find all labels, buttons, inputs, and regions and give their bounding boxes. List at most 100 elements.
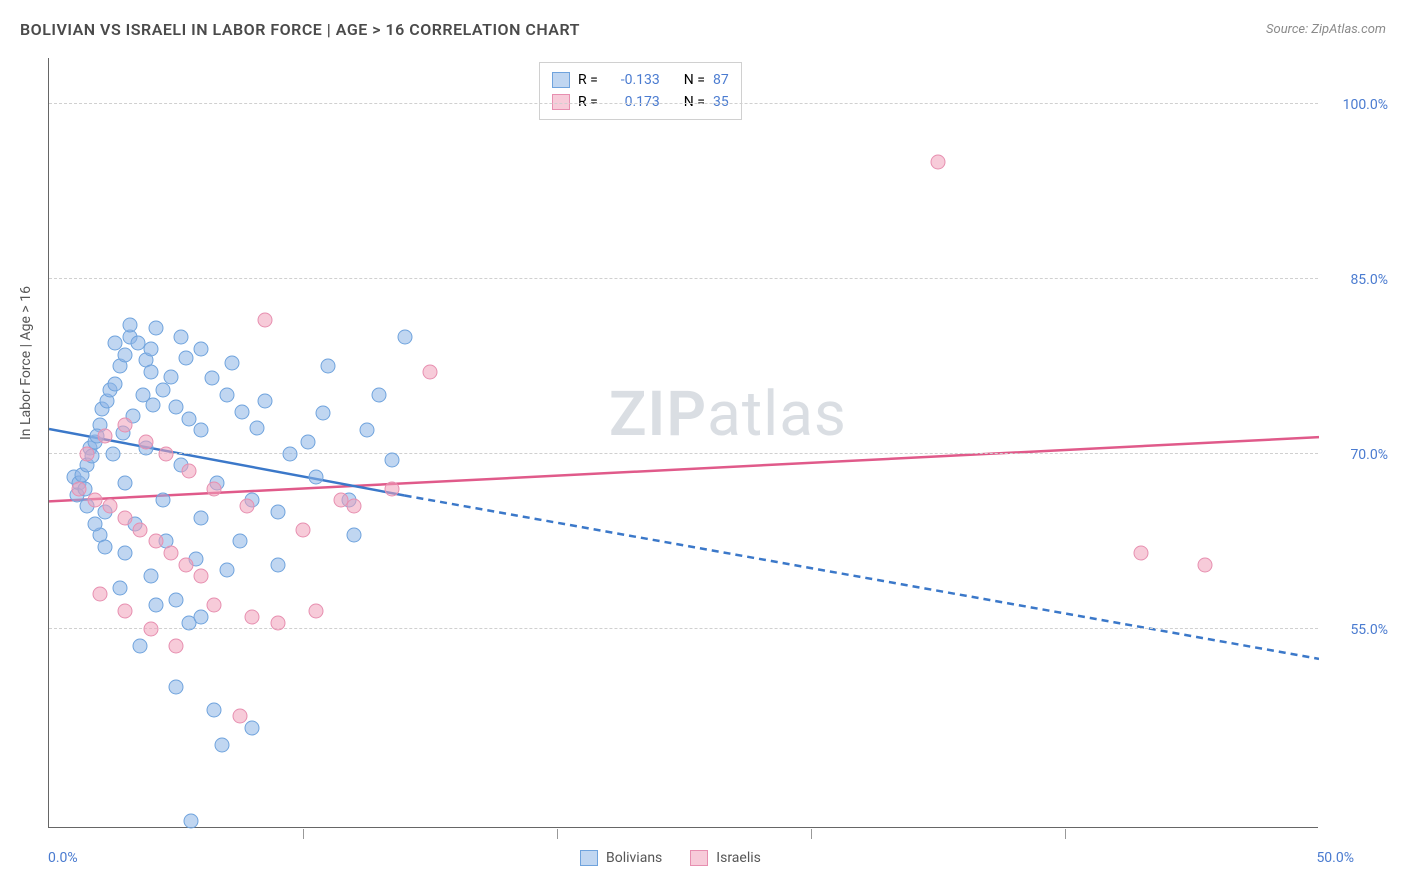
israelis-point [72, 481, 87, 496]
bolivians-point [118, 545, 133, 560]
israelis-point [169, 639, 184, 654]
bolivians-point [214, 738, 229, 753]
bolivians-point [204, 370, 219, 385]
x-minor-tick [557, 829, 558, 839]
y-axis-label: In Labor Force | Age > 16 [18, 286, 34, 440]
israelis-point [179, 557, 194, 572]
israelis-point [133, 522, 148, 537]
bolivians-point [169, 400, 184, 415]
bolivians-point [87, 516, 102, 531]
bolivians-point [194, 610, 209, 625]
x-minor-tick [811, 829, 812, 839]
israelis-point [80, 446, 95, 461]
bolivians-point [194, 341, 209, 356]
bolivians-point [316, 405, 331, 420]
bolivians-point [146, 397, 161, 412]
israelis-point [207, 481, 222, 496]
bolivians-point [384, 452, 399, 467]
legend-swatch [552, 72, 570, 88]
israelis-point [181, 464, 196, 479]
bolivians-point [143, 341, 158, 356]
israelis-point [118, 510, 133, 525]
bolivians-point [148, 598, 163, 613]
bolivians-point [143, 365, 158, 380]
israelis-point [143, 621, 158, 636]
y-tick-label: 100.0% [1343, 97, 1388, 113]
gridline [49, 278, 1318, 279]
y-tick-label: 85.0% [1350, 272, 1388, 288]
bolivians-point [372, 388, 387, 403]
israelis-point [931, 155, 946, 170]
y-tick-label: 70.0% [1350, 447, 1388, 463]
israelis-point [194, 569, 209, 584]
bolivians-point [219, 388, 234, 403]
x-minor-tick [303, 829, 304, 839]
israelis-point [118, 417, 133, 432]
israelis-point [97, 429, 112, 444]
bolivians-point [123, 318, 138, 333]
bolivians-point [359, 423, 374, 438]
israelis-point [240, 499, 255, 514]
israelis-point [138, 435, 153, 450]
legend-row: R =-0.133N =87 [552, 69, 729, 91]
bolivians-point [219, 563, 234, 578]
bolivians-point [169, 592, 184, 607]
gridline [49, 628, 1318, 629]
chart-title: BOLIVIAN VS ISRAELI IN LABOR FORCE | AGE… [20, 20, 580, 39]
bolivians-point [207, 703, 222, 718]
bolivians-point [224, 355, 239, 370]
bolivians-point [235, 404, 250, 419]
israelis-point [270, 615, 285, 630]
israelis-point [296, 522, 311, 537]
israelis-point [1197, 557, 1212, 572]
bolivians-point [156, 493, 171, 508]
bolivians-point [321, 359, 336, 374]
x-minor-tick [1065, 829, 1066, 839]
bolivians-point [97, 540, 112, 555]
israelis-point [148, 534, 163, 549]
correlation-legend: R =-0.133N =87R =0.173N =35 [539, 62, 742, 120]
bolivians-point [301, 435, 316, 450]
legend-item-bolivians: Bolivians [580, 850, 662, 866]
bolivians-point [169, 680, 184, 695]
israelis-point [308, 604, 323, 619]
bolivians-point [194, 510, 209, 525]
bolivians-point [181, 411, 196, 426]
bolivians-point [179, 351, 194, 366]
israelis-point [1134, 545, 1149, 560]
legend-swatch [690, 850, 708, 866]
scatter-plot-area: ZIPatlas R =-0.133N =87R =0.173N =35 [48, 58, 1318, 828]
israelis-point [257, 312, 272, 327]
bolivians-point [308, 470, 323, 485]
bolivians-point [108, 376, 123, 391]
source-attribution: Source: ZipAtlas.com [1266, 22, 1386, 37]
israelis-point [87, 493, 102, 508]
israelis-point [232, 709, 247, 724]
bolivians-point [245, 720, 260, 735]
legend-n-label: N = [684, 69, 705, 91]
bolivians-point [346, 528, 361, 543]
bolivians-point [105, 446, 120, 461]
israelis-point [384, 481, 399, 496]
israelis-point [163, 545, 178, 560]
bolivians-point [113, 580, 128, 595]
israelis-point [245, 610, 260, 625]
bolivians-point [257, 394, 272, 409]
bolivians-point [148, 320, 163, 335]
bolivians-point [118, 347, 133, 362]
x-tick-max: 50.0% [1316, 850, 1354, 866]
israelis-point [102, 499, 117, 514]
israelis-point [158, 446, 173, 461]
gridline [49, 103, 1318, 104]
bolivians-point [174, 330, 189, 345]
israelis-point [423, 365, 438, 380]
legend-label: Bolivians [606, 850, 662, 866]
bolivians-point [250, 421, 265, 436]
israelis-point [334, 493, 349, 508]
y-tick-label: 55.0% [1350, 622, 1388, 638]
series-legend: BoliviansIsraelis [580, 850, 761, 866]
x-tick-min: 0.0% [48, 850, 78, 866]
bolivians-point [270, 505, 285, 520]
bolivians-point [163, 369, 178, 384]
gridline [49, 453, 1318, 454]
